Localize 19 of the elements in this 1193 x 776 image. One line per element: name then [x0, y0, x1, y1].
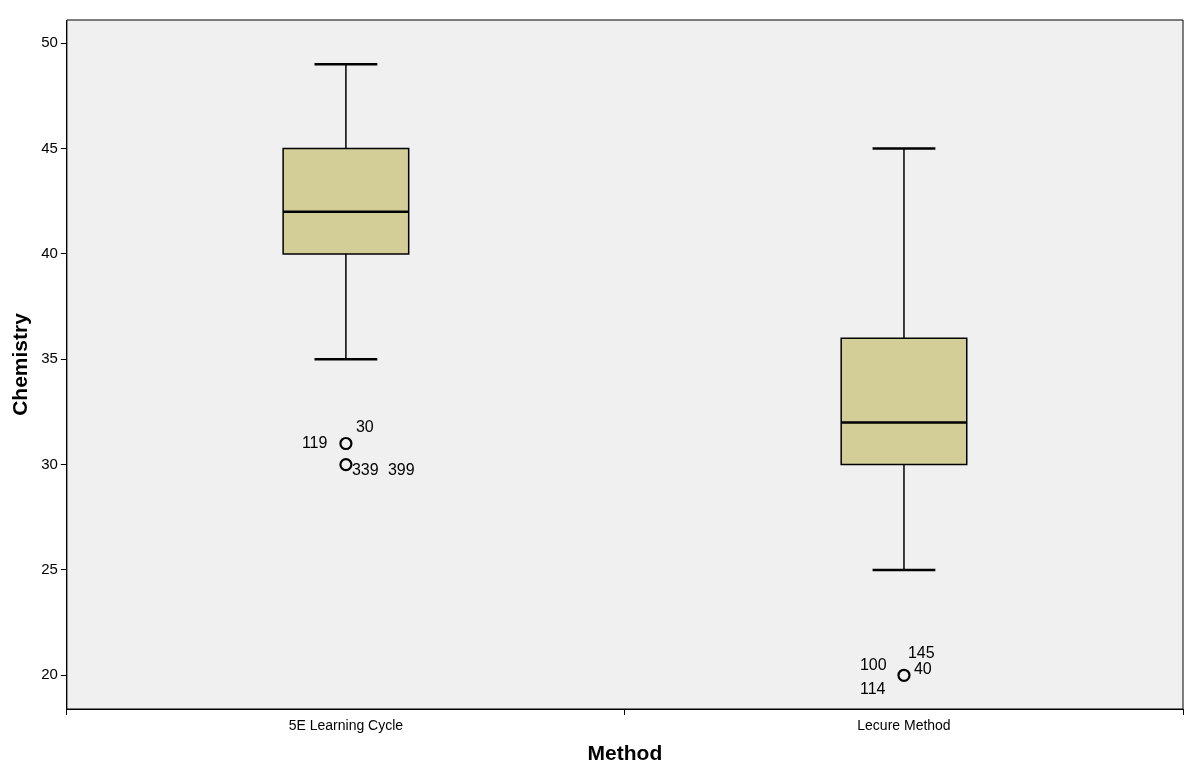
annotation: 145 [907, 643, 935, 661]
y-tick-label: 25 [41, 560, 58, 578]
y-tick-label: 50 [41, 33, 58, 51]
annotation: 30 [355, 417, 374, 435]
y-tick-label: 40 [41, 244, 58, 262]
annotation: 339 [351, 460, 379, 478]
x-tick-label: Lecure Method [857, 717, 951, 734]
x-axis-title: Method [587, 741, 663, 765]
y-tick-label: 20 [41, 665, 58, 683]
y-tick-label: 30 [41, 454, 58, 472]
y-axis-title: Chemistry [8, 312, 32, 416]
annotation: 100 [859, 655, 887, 673]
annotation: 114 [859, 679, 886, 697]
y-tick-label: 45 [41, 138, 58, 156]
x-tick-label: 5E Learning Cycle [288, 717, 404, 734]
annotation: 119 [301, 433, 328, 451]
annotation: 399 [387, 460, 415, 478]
annotation: 40 [913, 659, 932, 677]
y-tick-label: 35 [41, 349, 58, 367]
